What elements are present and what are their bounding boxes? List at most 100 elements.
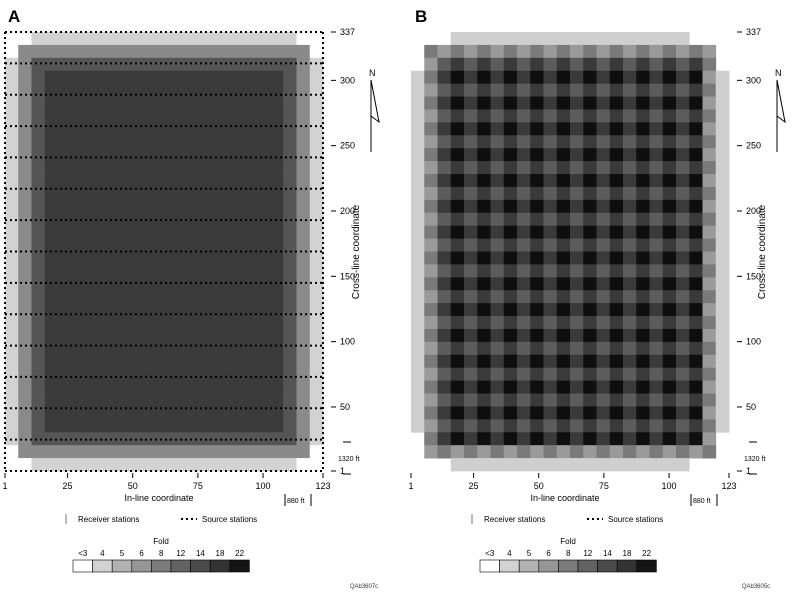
fold-cell xyxy=(97,148,112,162)
fold-cell xyxy=(18,174,32,188)
fold-cell xyxy=(649,199,664,214)
fold-cell xyxy=(177,341,191,356)
fold-cell xyxy=(450,83,465,97)
fold-cell xyxy=(111,83,125,97)
fold-cell xyxy=(636,32,650,46)
fold-cell xyxy=(570,264,584,278)
fold-cell xyxy=(84,122,99,136)
fold-cell xyxy=(164,367,178,382)
fold-cell xyxy=(662,393,677,407)
fold-cell xyxy=(596,174,611,188)
fold-cell xyxy=(623,367,637,382)
fold-cell xyxy=(424,303,438,317)
fold-cell xyxy=(609,419,624,433)
fold-cell xyxy=(309,458,324,472)
fold-cell xyxy=(270,264,284,278)
fold-cell xyxy=(411,83,425,97)
fold-cell xyxy=(490,316,505,330)
fold-cell xyxy=(530,122,544,136)
fold-cell xyxy=(503,238,518,252)
fold-cell xyxy=(124,199,138,214)
fold-cell xyxy=(517,406,531,420)
fold-cell xyxy=(177,32,191,46)
fold-cell xyxy=(31,290,46,304)
fold-cell xyxy=(243,277,258,291)
fold-cell xyxy=(230,32,244,46)
fold-cell xyxy=(649,354,664,369)
fold-cell xyxy=(570,32,584,46)
fold-cell xyxy=(203,109,218,123)
fold-cell xyxy=(58,174,72,188)
fold-cell xyxy=(71,32,85,46)
fold-cell xyxy=(217,316,231,330)
fold-cell xyxy=(270,303,284,317)
fold-cell xyxy=(530,367,544,382)
fold-cell xyxy=(309,316,324,330)
fold-cell xyxy=(31,186,46,201)
fold-cell xyxy=(71,135,85,149)
fold-cell xyxy=(623,212,637,227)
fold-cell xyxy=(111,186,125,201)
fold-cell xyxy=(137,212,152,227)
fold-cell xyxy=(649,406,664,420)
fold-cell xyxy=(689,393,703,407)
fold-cell xyxy=(256,32,271,46)
fold-cell xyxy=(570,44,584,59)
fold-cell xyxy=(490,186,505,201)
fold-cell xyxy=(283,419,297,433)
fold-cell xyxy=(517,277,531,291)
fold-cell xyxy=(530,316,544,330)
fold-cell xyxy=(543,367,558,382)
fold-cell xyxy=(283,96,297,110)
fold-cell xyxy=(256,70,271,85)
fold-cell xyxy=(636,316,650,330)
fold-cell xyxy=(71,380,85,394)
fold-cell xyxy=(490,264,505,278)
fold-cell xyxy=(177,354,191,369)
fold-cell xyxy=(124,225,138,239)
fold-cell xyxy=(97,122,112,136)
fold-cell xyxy=(450,432,465,446)
fold-cell xyxy=(309,419,324,433)
fold-cell xyxy=(490,96,505,110)
fold-cell xyxy=(689,238,703,252)
fold-cell xyxy=(44,354,59,369)
fold-swatch xyxy=(229,559,250,573)
fold-cell xyxy=(583,380,597,394)
fold-cell xyxy=(424,354,438,369)
fold-cell xyxy=(464,212,478,227)
fold-cell xyxy=(58,367,72,382)
fold-cell xyxy=(596,341,611,356)
fold-swatch xyxy=(518,559,540,573)
fold-cell xyxy=(177,419,191,433)
fold-cell xyxy=(111,380,125,394)
fold-cell xyxy=(636,303,650,317)
fold-cell xyxy=(124,44,138,59)
fold-cell xyxy=(137,432,152,446)
fold-cell xyxy=(570,406,584,420)
fold-cell xyxy=(111,419,125,433)
fold-cell xyxy=(609,367,624,382)
fold-cell xyxy=(31,44,46,59)
fold-cell xyxy=(5,148,19,162)
fold-cell xyxy=(256,251,271,265)
fold-cell xyxy=(450,393,465,407)
fold-cell xyxy=(543,290,558,304)
fold-cell xyxy=(217,174,231,188)
y-tick-label: 150 xyxy=(746,271,761,281)
fold-cell xyxy=(177,83,191,97)
fold-cell xyxy=(111,70,125,85)
fold-cell xyxy=(503,96,518,110)
fold-cell xyxy=(662,328,677,343)
fold-cell xyxy=(190,122,205,136)
fold-cell xyxy=(570,328,584,343)
fold-cell xyxy=(411,406,425,420)
fold-cell xyxy=(5,238,19,252)
fold-cell xyxy=(97,70,112,85)
fold-cell xyxy=(636,122,650,136)
fold-cell xyxy=(150,83,165,97)
fold-cell xyxy=(530,445,544,459)
fold-cell xyxy=(636,380,650,394)
fold-cell xyxy=(217,458,231,472)
fold-cell xyxy=(190,303,205,317)
